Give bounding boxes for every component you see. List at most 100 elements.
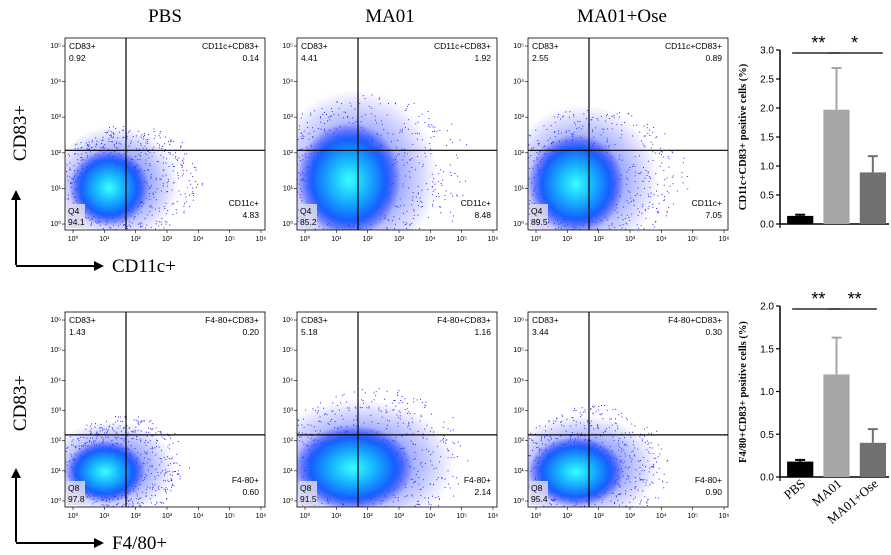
significance-label: ** <box>811 33 825 53</box>
quadrant-ul-value: 0.92 <box>69 53 86 63</box>
y-tick-label: 10⁰ <box>282 220 293 228</box>
bar-category-label: PBS <box>781 476 808 502</box>
y-tick-label: 10³ <box>514 114 525 121</box>
quadrant-label-box <box>67 481 85 505</box>
x-tick-label: 10⁴ <box>425 513 436 520</box>
x-tick-label: 10⁶ <box>719 236 730 243</box>
x-tick-label: 10² <box>594 236 605 243</box>
bar-chart-2: 0.0 0.5 1.0 1.5 2.0 F4/80+CD83+ positive cell… <box>738 289 889 527</box>
x-tick-label: 10⁵ <box>687 513 698 520</box>
quadrant-ll-value: 97.8 <box>68 494 85 504</box>
y-tick-label: 10¹ <box>514 185 525 192</box>
quadrant-ll-value: 91.5 <box>300 494 317 504</box>
quadrant-ul-name: CD83+ <box>69 41 96 51</box>
quadrant-lr-value: 4.83 <box>242 210 259 220</box>
quadrant-ul-name: CD83+ <box>532 315 559 325</box>
row1-x-title: CD11c+ <box>112 256 176 277</box>
x-tick-label: 10² <box>594 513 605 520</box>
y-tick-label: 10³ <box>51 114 62 121</box>
y-tick-label: 10⁴ <box>282 377 293 384</box>
quadrant-ur-value: 0.14 <box>242 53 259 63</box>
y-tick-label: 10⁰ <box>282 497 293 505</box>
x-tick-label: 10⁴ <box>193 513 204 520</box>
quadrant-ur-value: 0.30 <box>705 327 722 337</box>
y-tick-label: 10⁶ <box>50 317 61 324</box>
quadrant-ll-value: 85.2 <box>300 217 317 227</box>
y-tick-label: 10⁴ <box>282 79 293 86</box>
y-tick-label: 10³ <box>514 408 525 415</box>
quadrant-ll-value: 95.4 <box>531 494 548 504</box>
x-tick-label: 10³ <box>162 513 173 520</box>
bar-ma01 <box>823 374 850 477</box>
x-tick-label: 10² <box>131 236 142 243</box>
x-tick-label: 10⁶ <box>256 236 267 243</box>
y-tick-label: 10² <box>514 150 525 157</box>
bar-pbs <box>787 215 814 224</box>
quadrant-ul-value: 5.18 <box>301 327 318 337</box>
row2-x-title: F4/80+ <box>112 533 168 554</box>
x-tick-label: 10⁴ <box>656 236 667 243</box>
bar-y-tick-label: 3.0 <box>760 46 774 57</box>
y-tick-label: 10⁰ <box>513 220 524 228</box>
bar-y-tick-label: 0.5 <box>760 191 774 202</box>
bar-y-tick-label: 2.5 <box>760 75 774 86</box>
column-title-ma01-ose: MA01+Ose <box>577 6 667 27</box>
bar-ma01 <box>823 109 850 224</box>
y-tick-label: 10⁰ <box>50 220 61 228</box>
quadrant-label-box <box>299 481 317 505</box>
panel-frame <box>296 37 498 231</box>
y-tick-label: 10⁴ <box>513 79 524 86</box>
y-tick-label: 10⁴ <box>50 377 61 384</box>
quadrant-lr-name: F4-80+ <box>232 475 259 485</box>
quadrant-ll-name: Q8 <box>300 483 312 493</box>
bar-y-tick-label: 0.5 <box>760 430 774 441</box>
y-tick-label: 10⁵ <box>50 347 61 354</box>
quadrant-ur-value: 1.92 <box>474 53 491 63</box>
x-tick-label: 10⁶ <box>256 513 267 520</box>
quadrant-ll-value: 94.1 <box>68 217 85 227</box>
y-tick-label: 10² <box>51 438 62 445</box>
bar-y-tick-label: 1.5 <box>760 133 774 144</box>
y-tick-label: 10⁴ <box>513 377 524 384</box>
quadrant-ur-name: F4-80+CD83+ <box>437 315 491 325</box>
y-tick-label: 10⁰ <box>513 497 524 505</box>
y-tick-label: 10⁵ <box>50 43 61 50</box>
y-tick-label: 10⁶ <box>513 317 524 324</box>
x-tick-label: 10⁰ <box>300 512 311 520</box>
quadrant-label-box <box>299 204 317 228</box>
quadrant-lr-value: 0.90 <box>705 487 722 497</box>
bar-ma01-ose <box>859 442 886 477</box>
x-tick-label: 10¹ <box>562 236 573 243</box>
x-tick-label: 10¹ <box>99 513 110 520</box>
quadrant-lr-name: F4-80+ <box>464 475 491 485</box>
x-tick-label: 10⁵ <box>224 513 235 520</box>
bar-y-tick-label: 0.0 <box>760 220 774 231</box>
bar-chart-1: 0.0 0.5 1.0 1.5 2.0 2.5 3.0 CD11c+CD83+ positiv… <box>738 33 889 231</box>
x-tick-label: 10¹ <box>331 513 342 520</box>
y-tick-label: 10⁵ <box>282 347 293 354</box>
quadrant-lr-name: CD11c+ <box>461 198 491 208</box>
quadrant-ul-name: CD83+ <box>532 41 559 51</box>
bar-y-tick-label: 2.0 <box>760 302 774 313</box>
quadrant-lr-name: CD11c+ <box>692 198 722 208</box>
column-title-pbs: PBS <box>148 6 182 27</box>
quadrant-lr-value: 8.48 <box>474 210 491 220</box>
quadrant-ur-name: CD11c+CD83+ <box>202 41 259 51</box>
y-tick-label: 10¹ <box>283 468 294 475</box>
quadrant-ul-value: 2.55 <box>532 53 549 63</box>
density-cloud <box>297 89 468 230</box>
quadrant-ll-name: Q4 <box>68 206 80 216</box>
x-tick-label: 10⁵ <box>224 236 235 243</box>
x-tick-label: 10⁴ <box>425 236 436 243</box>
bar-y-tick-label: 1.0 <box>760 387 774 398</box>
quadrant-ur-name: CD11c+CD83+ <box>665 41 722 51</box>
y-tick-label: 10³ <box>283 408 294 415</box>
density-cloud <box>528 105 689 230</box>
x-tick-label: 10⁵ <box>456 236 467 243</box>
quadrant-label-box <box>67 204 85 228</box>
y-tick-label: 10³ <box>283 114 294 121</box>
x-tick-label: 10² <box>363 513 374 520</box>
panel-frame <box>527 311 729 508</box>
